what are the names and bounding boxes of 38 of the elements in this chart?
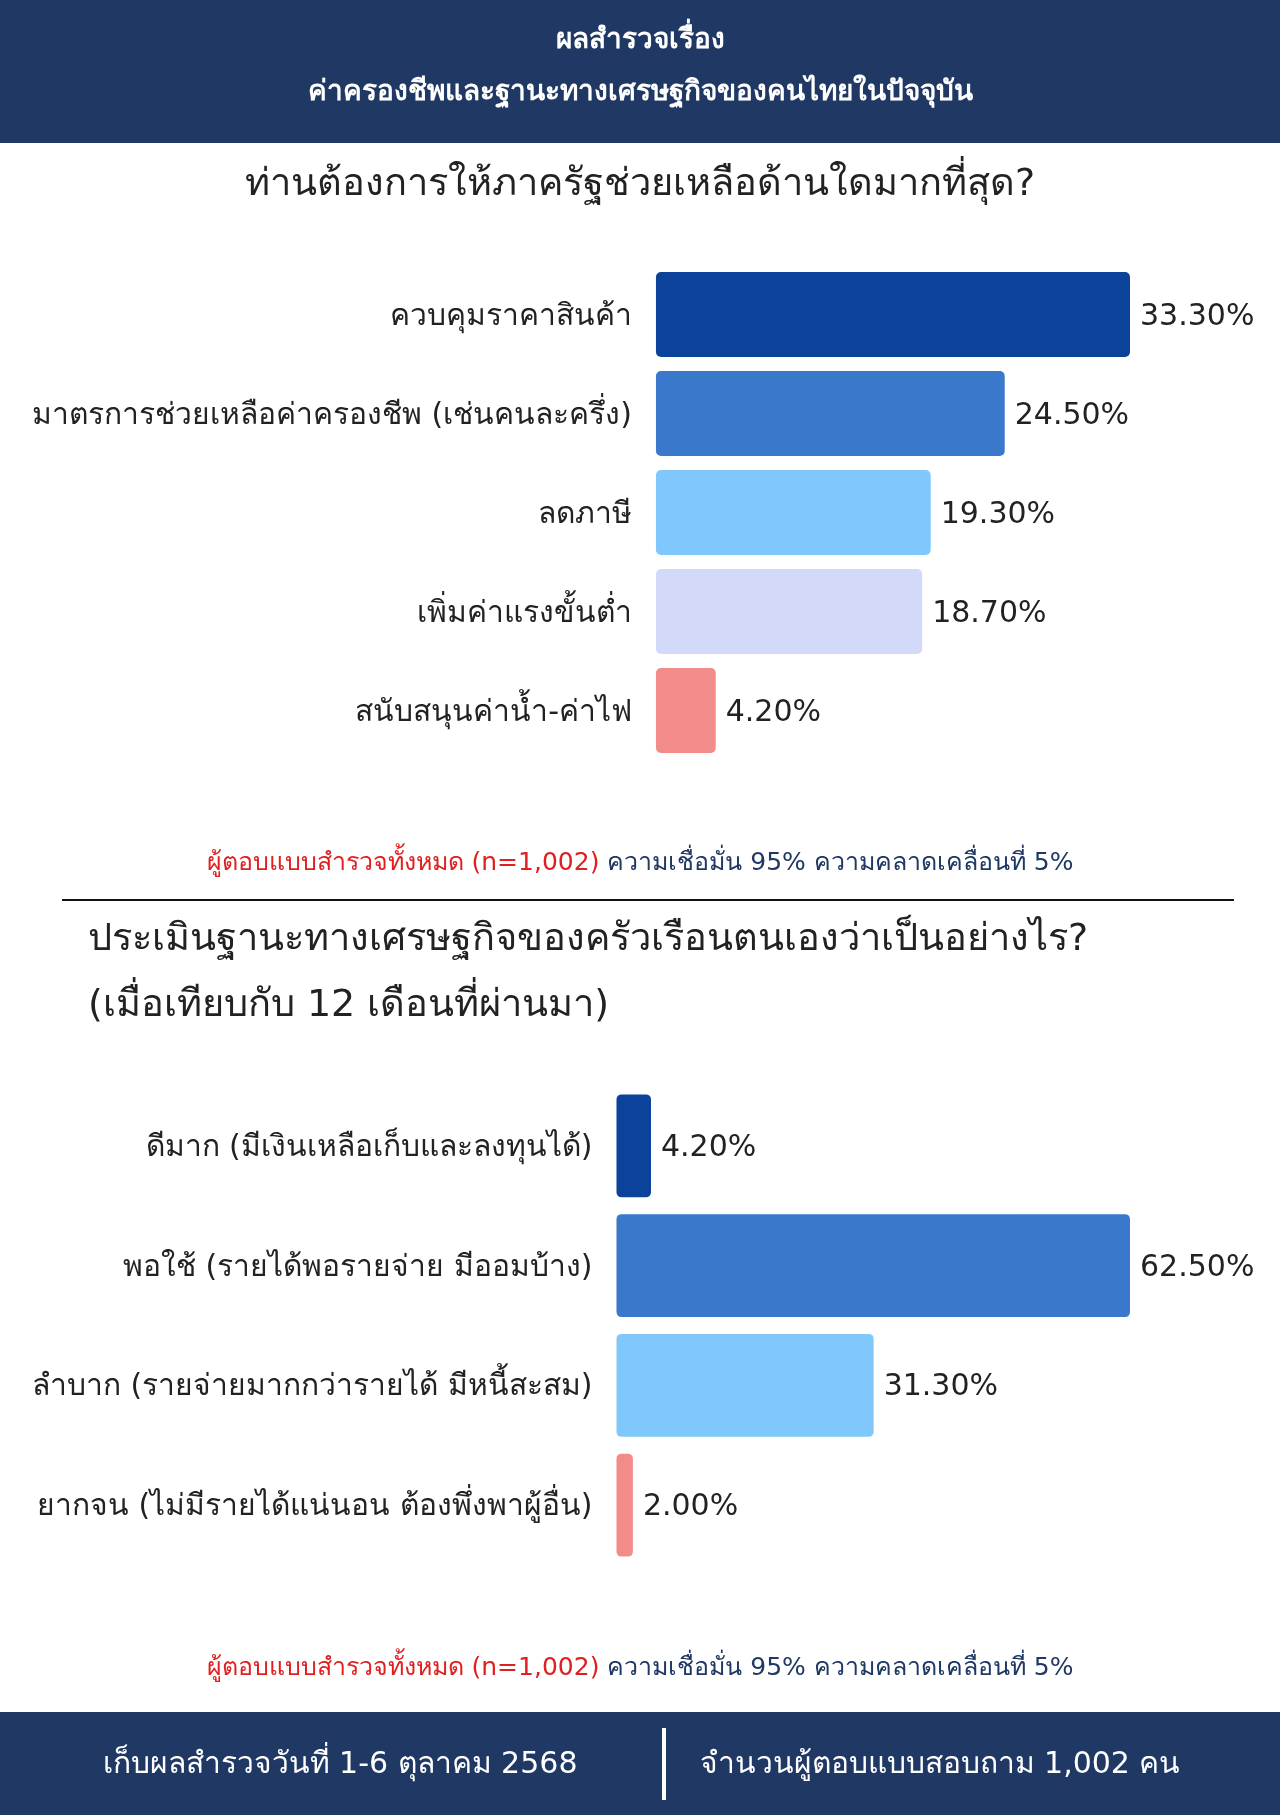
bar — [655, 271, 1130, 358]
data-label: 31.30% — [883, 1367, 999, 1403]
bar — [616, 1453, 633, 1557]
y-tick-label: มาตรการช่วยเหลือค่าครองชีพ (เช่นคนละครึ่ง) — [32, 392, 632, 431]
bar — [655, 469, 931, 556]
data-label: 4.20% — [660, 1127, 757, 1163]
data-label: 2.00% — [642, 1487, 739, 1523]
bar — [616, 1333, 874, 1437]
bar — [616, 1214, 1130, 1318]
text: ความเชื่อมั่น 95% ความคลาดเคลื่อนที่ 5% — [599, 1649, 1074, 1681]
data-label: 33.30% — [1140, 296, 1255, 332]
text: จำนวนผู้ตอบแบบสอบถาม 1,002 คน — [699, 1745, 1181, 1781]
data-label: 4.20% — [725, 692, 822, 728]
data-label: 19.30% — [940, 494, 1056, 530]
text: ค่าครองชีพและฐานะทางเศรษฐกิจของคนไทยในปัจจุบัน — [307, 74, 973, 109]
text: ผลสำรวจเรื่อง — [555, 18, 725, 55]
bar — [616, 1094, 651, 1198]
text: ผู้ตอบแบบสำรวจทั้งหมด (n=1,002) — [206, 843, 600, 877]
y-tick-label: พอใช้ (รายได้พอรายจ่าย มีออมบ้าง) — [123, 1247, 593, 1283]
y-tick-label: ดีมาก (มีเงินเหลือเก็บและลงทุนได้) — [145, 1126, 593, 1165]
y-tick-label: ยากจน (ไม่มีรายได้แน่นอน ต้องพึ่งพาผู้อื่น) — [37, 1484, 593, 1524]
y-tick-label: ควบคุมราคาสินค้า — [389, 296, 632, 334]
chart-title: ท่านต้องการให้ภาครัฐช่วยเหลือด้านใดมากที่สุด? — [244, 156, 1036, 205]
bar — [655, 370, 1005, 457]
bar — [655, 568, 923, 655]
y-tick-label: ลำบาก (รายจ่ายมากกว่ารายได้ มีหนี้สะสม) — [32, 1363, 593, 1403]
chart-title: ประเมินฐานะทางเศรษฐกิจของครัวเรือนตนเองว่าเป็นอย่างไร? — [88, 914, 1089, 960]
text: เก็บผลสำรวจวันที่ 1-6 ตุลาคม 2568 — [102, 1742, 578, 1782]
data-label: 24.50% — [1014, 395, 1130, 431]
text: ผู้ตอบแบบสำรวจทั้งหมด (n=1,002) — [206, 1648, 600, 1682]
data-label: 62.50% — [1140, 1247, 1255, 1283]
bar — [655, 667, 716, 754]
y-tick-label: สนับสนุนค่าน้ำ-ค่าไฟ — [355, 688, 632, 730]
y-tick-label: ลดภาษี — [537, 494, 632, 530]
text: ความเชื่อมั่น 95% ความคลาดเคลื่อนที่ 5% — [599, 844, 1074, 876]
data-label: 18.70% — [932, 593, 1047, 629]
y-tick-label: เพิ่มค่าแรงขั้นต่ำ — [416, 589, 632, 629]
chart-subtitle: (เมื่อเทียบกับ 12 เดือนที่ผ่านมา) — [88, 977, 610, 1025]
